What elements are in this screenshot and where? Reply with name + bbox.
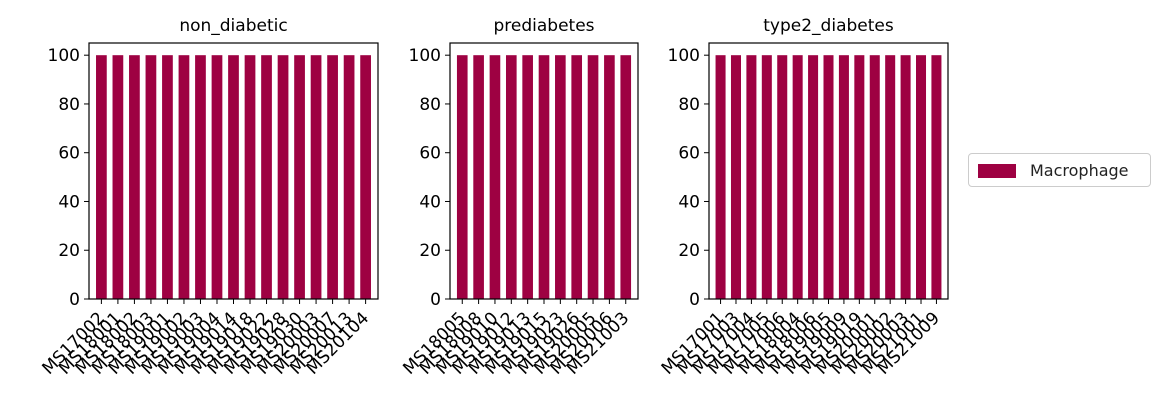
ytick-label-2-60: 60 xyxy=(678,144,700,164)
bar-1-2 xyxy=(489,55,501,299)
bar-0-4 xyxy=(162,55,173,299)
bar-2-0 xyxy=(715,55,726,299)
ytick-label-0-40: 40 xyxy=(58,192,80,212)
bar-2-13 xyxy=(916,55,927,299)
bar-1-6 xyxy=(555,55,566,299)
bar-0-10 xyxy=(261,55,272,299)
ytick-label-0-80: 80 xyxy=(58,95,80,115)
ytick-label-0-60: 60 xyxy=(58,144,80,164)
bar-0-0 xyxy=(96,55,107,299)
ytick-label-1-40: 40 xyxy=(419,192,441,212)
bar-0-16 xyxy=(360,55,371,299)
bar-0-14 xyxy=(327,55,338,299)
bar-1-4 xyxy=(522,55,533,299)
ytick-label-2-40: 40 xyxy=(678,192,700,212)
ytick-label-2-100: 100 xyxy=(668,46,700,66)
bar-1-3 xyxy=(505,55,517,299)
bar-0-1 xyxy=(112,55,124,299)
bar-0-12 xyxy=(294,55,305,299)
bar-0-11 xyxy=(277,55,289,299)
bar-1-7 xyxy=(571,55,583,299)
ytick-label-2-80: 80 xyxy=(678,95,700,115)
legend: Macrophage xyxy=(968,153,1151,187)
ytick-label-2-20: 20 xyxy=(678,241,700,261)
bar-0-15 xyxy=(343,55,355,299)
bar-0-13 xyxy=(310,55,322,299)
ytick-label-1-20: 20 xyxy=(419,241,441,261)
bar-1-1 xyxy=(473,55,484,299)
bar-0-3 xyxy=(145,55,157,299)
ytick-label-1-80: 80 xyxy=(419,95,441,115)
bar-0-9 xyxy=(244,55,256,299)
ytick-label-1-100: 100 xyxy=(409,46,441,66)
ytick-label-1-0: 0 xyxy=(430,290,441,310)
legend-label-macrophage: Macrophage xyxy=(1030,161,1129,180)
legend-swatch-macrophage xyxy=(978,164,1016,178)
bar-1-8 xyxy=(587,55,599,299)
chart-title-0: non_diabetic xyxy=(179,16,287,36)
bar-0-5 xyxy=(178,55,190,299)
bar-2-5 xyxy=(792,55,803,299)
bar-1-9 xyxy=(604,55,615,299)
bar-2-1 xyxy=(730,55,741,299)
chart-title-1: prediabetes xyxy=(493,16,594,36)
bar-0-7 xyxy=(211,55,223,299)
bar-1-0 xyxy=(456,55,468,299)
bar-2-2 xyxy=(746,55,757,299)
bar-2-3 xyxy=(761,55,772,299)
bar-2-7 xyxy=(823,55,834,299)
bar-0-6 xyxy=(195,55,206,299)
bar-0-2 xyxy=(129,55,140,299)
bar-1-5 xyxy=(538,55,550,299)
chart-title-2: type2_diabetes xyxy=(763,16,894,36)
bar-2-12 xyxy=(900,55,911,299)
ytick-label-0-20: 20 xyxy=(58,241,80,261)
bar-1-10 xyxy=(620,55,632,299)
bar-2-6 xyxy=(808,55,819,299)
bar-2-8 xyxy=(838,55,849,299)
bar-2-14 xyxy=(931,55,942,299)
bar-0-8 xyxy=(228,55,239,299)
ytick-label-0-0: 0 xyxy=(69,290,80,310)
bar-2-9 xyxy=(854,55,865,299)
bar-2-4 xyxy=(777,55,788,299)
ytick-label-0-100: 100 xyxy=(48,46,80,66)
ytick-label-1-60: 60 xyxy=(419,144,441,164)
bar-2-10 xyxy=(869,55,880,299)
ytick-label-2-0: 0 xyxy=(689,290,700,310)
bar-2-11 xyxy=(885,55,896,299)
